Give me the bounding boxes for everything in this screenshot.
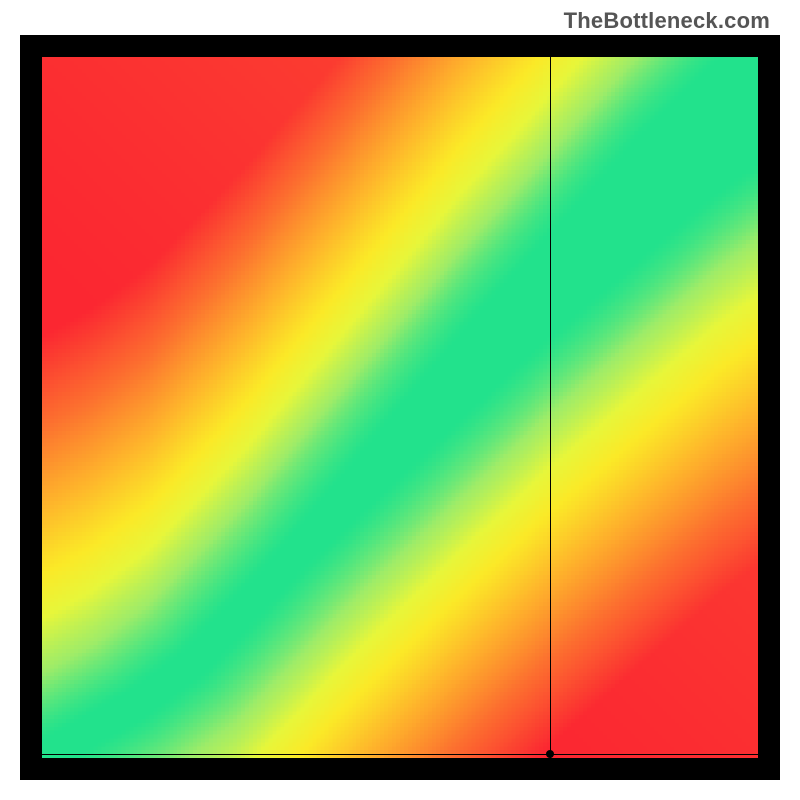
crosshair-vertical (550, 57, 551, 758)
heatmap-canvas (42, 57, 758, 758)
root-container: TheBottleneck.com (0, 0, 800, 800)
marker-dot (546, 750, 554, 758)
plot-area (42, 57, 758, 758)
crosshair-horizontal (42, 754, 758, 755)
watermark-text: TheBottleneck.com (564, 8, 770, 34)
plot-border (20, 35, 780, 780)
